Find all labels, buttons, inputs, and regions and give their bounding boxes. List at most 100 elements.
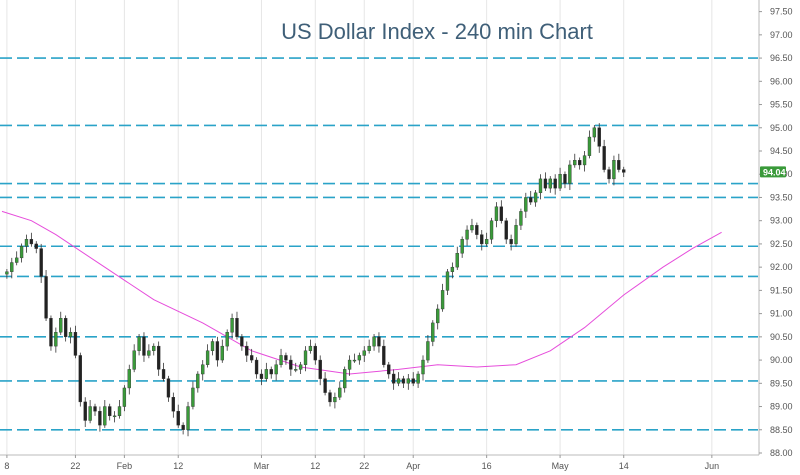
- y-tick-label-4: 95.50: [770, 100, 793, 110]
- candle-64: [318, 355, 322, 386]
- x-tick-label-0: 8: [4, 461, 9, 471]
- candle-34: [171, 392, 176, 418]
- candle-17: [88, 400, 92, 424]
- candle-81: [401, 375, 406, 388]
- candle-18: [93, 403, 97, 416]
- candle-2: [15, 251, 19, 266]
- x-tick-label-6: 22: [359, 461, 369, 471]
- grid-layer: [6, 0, 713, 455]
- candle-33: [166, 375, 171, 402]
- candle-73: [362, 346, 366, 362]
- candle-101: [499, 200, 504, 224]
- candle-119: [587, 130, 592, 159]
- candle-95: [470, 218, 474, 233]
- candle-110: [543, 172, 548, 191]
- candle-4: [24, 234, 29, 253]
- candle-28: [142, 332, 146, 362]
- candle-80: [396, 372, 401, 387]
- candle-85: [421, 355, 425, 381]
- candle-86: [426, 334, 430, 363]
- y-tick-label-16: 89.50: [770, 378, 793, 388]
- candle-88: [436, 304, 440, 330]
- y-tick-label-5: 95.00: [770, 123, 793, 133]
- candle-92: [455, 246, 459, 270]
- candle-25: [127, 364, 131, 395]
- candle-15: [78, 352, 82, 407]
- candle-38: [191, 381, 195, 410]
- x-tick-label-1: 22: [70, 461, 80, 471]
- x-tick-label-5: 12: [310, 461, 320, 471]
- candle-99: [489, 217, 494, 244]
- candle-41: [205, 344, 210, 368]
- candle-7: [39, 243, 43, 283]
- candle-102: [504, 217, 508, 244]
- candle-50: [249, 348, 254, 363]
- candle-10: [54, 327, 58, 353]
- candle-39: [196, 371, 200, 393]
- x-tick-label-9: May: [552, 461, 570, 471]
- candle-111: [548, 176, 552, 193]
- candle-42: [210, 338, 215, 356]
- y-tick-label-15: 90.00: [770, 355, 793, 365]
- candle-76: [377, 332, 381, 353]
- candle-19: [98, 406, 102, 432]
- candle-47: [235, 311, 239, 340]
- x-tick-label-4: Mar: [254, 461, 270, 471]
- candle-68: [338, 381, 342, 401]
- candle-65: [323, 372, 327, 396]
- candle-40: [201, 360, 205, 381]
- candle-83: [411, 372, 415, 387]
- last-price-tag-bg: [760, 166, 786, 178]
- candle-123: [607, 166, 611, 184]
- candle-74: [367, 339, 371, 354]
- candle-21: [108, 403, 112, 421]
- y-tick-label-6: 94.50: [770, 146, 793, 156]
- candle-78: [387, 361, 391, 379]
- candle-87: [431, 320, 435, 347]
- y-tick-label-11: 92.00: [770, 262, 793, 272]
- candle-104: [514, 218, 518, 247]
- candle-27: [137, 334, 141, 356]
- y-tick-label-19: 88.00: [770, 448, 793, 458]
- candle-61: [303, 346, 308, 372]
- last-price-label: 94.04: [763, 167, 786, 177]
- candle-69: [343, 366, 347, 393]
- moving-average-line: [1, 210, 722, 375]
- candle-13: [68, 327, 73, 344]
- y-tick-label-17: 89.00: [770, 402, 793, 412]
- candle-53: [264, 362, 269, 382]
- candle-22: [112, 411, 117, 423]
- candle-0: [5, 269, 9, 279]
- candle-66: [328, 389, 332, 407]
- candle-82: [406, 374, 410, 390]
- candle-62: [308, 339, 313, 354]
- candle-113: [558, 167, 562, 191]
- candle-121: [597, 123, 601, 153]
- candle-79: [391, 369, 396, 390]
- moving-average-layer: [1, 210, 722, 375]
- candle-112: [553, 174, 557, 195]
- candle-46: [230, 313, 234, 339]
- candle-71: [352, 353, 357, 363]
- y-tick-label-14: 90.50: [770, 332, 793, 342]
- candle-105: [519, 208, 523, 230]
- candle-51: [254, 357, 259, 379]
- candle-72: [357, 352, 362, 365]
- y-tick-label-2: 96.50: [770, 53, 793, 63]
- candle-55: [274, 360, 278, 381]
- candle-8: [44, 269, 48, 322]
- last-price-tag: 94.04: [760, 166, 786, 178]
- candle-115: [568, 160, 572, 191]
- candle-43: [215, 336, 220, 367]
- x-tick-label-7: Apr: [406, 461, 420, 471]
- candle-120: [592, 124, 597, 142]
- y-tick-label-8: 93.50: [770, 192, 793, 202]
- x-tick-label-3: 12: [173, 461, 183, 471]
- candle-11: [59, 311, 63, 335]
- candle-90: [445, 269, 450, 296]
- y-tick-label-12: 91.50: [770, 285, 793, 295]
- candle-16: [83, 397, 87, 427]
- candle-54: [269, 366, 273, 379]
